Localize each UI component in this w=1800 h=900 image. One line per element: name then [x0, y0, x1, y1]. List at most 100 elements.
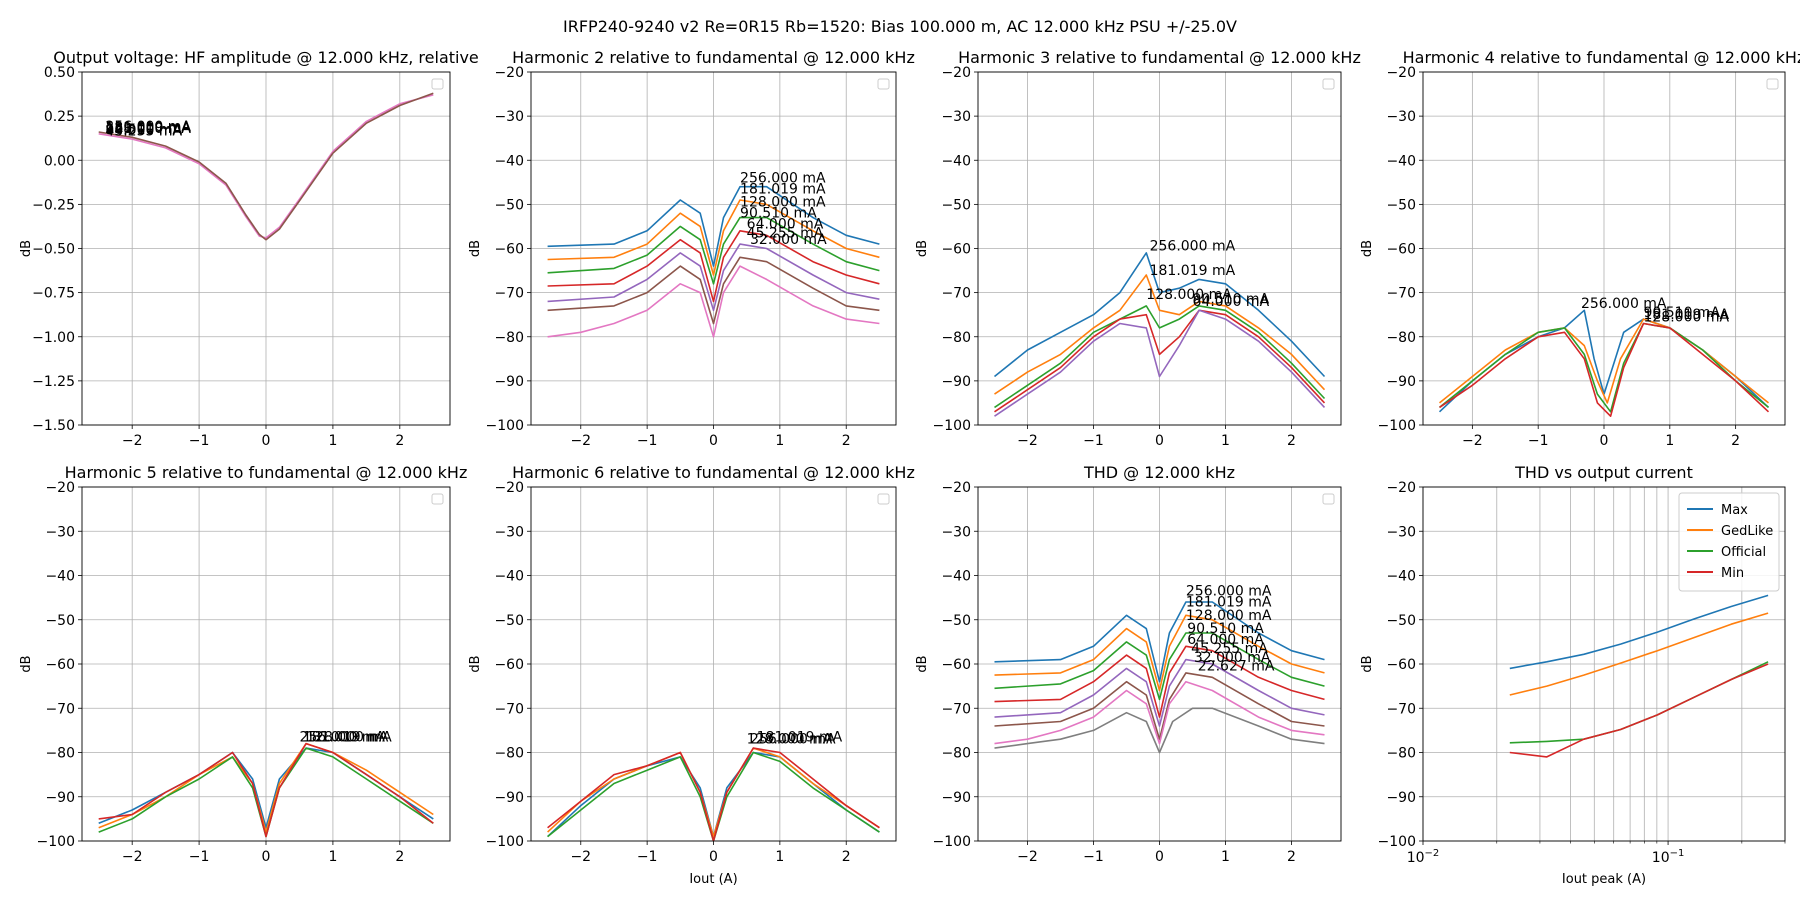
series-group: [98, 742, 434, 838]
y-tick-label: −100: [933, 418, 971, 434]
series-line-3: [98, 742, 434, 838]
panel-p1: −100 −90 −80 −70 −60 −50 −40 −30 −20 −2 −1 0 1 2 256.0…: [468, 48, 915, 449]
data-annotation: 45.255 mA: [105, 124, 182, 140]
series-line-3: [547, 230, 880, 303]
data-annotation: 22.627 mA: [1198, 659, 1275, 675]
y-tick-label: −40: [45, 569, 75, 585]
legend-entry: GedLike: [1721, 524, 1773, 539]
series-group: [1509, 594, 1769, 758]
y-tick-label: −90: [941, 374, 971, 390]
y-tick-label: −80: [494, 330, 524, 346]
x-tick-label: −1: [1083, 849, 1104, 865]
y-axis-label: dB: [1360, 655, 1375, 672]
data-annotation: 181.019 mA: [303, 729, 389, 745]
panel-title: Harmonic 3 relative to fundamental @ 12.…: [958, 48, 1361, 67]
x-tick-label: 2: [395, 433, 404, 449]
data-annotation: 181.019 mA: [1643, 307, 1729, 323]
y-tick-label: −20: [941, 65, 971, 81]
y-tick-label: −90: [941, 790, 971, 806]
x-tick-label: −1: [189, 849, 210, 865]
y-tick-label: −90: [494, 790, 524, 806]
data-annotation: 181.019 mA: [757, 729, 843, 745]
y-axis-label: dB: [468, 240, 483, 257]
y-tick-label: −60: [45, 657, 75, 673]
y-tick-label: −100: [486, 834, 524, 850]
x-tick-label: −2: [1017, 433, 1038, 449]
data-annotation: 256.000 mA: [740, 170, 826, 186]
y-tick-label: −50: [494, 197, 524, 213]
panel-title: Harmonic 5 relative to fundamental @ 12.…: [65, 463, 468, 482]
y-tick-label: −60: [494, 242, 524, 258]
data-annotation: 256.000 mA: [750, 732, 836, 748]
data-annotation: 90.510 mA: [1187, 621, 1264, 637]
panel-p7: −100 −90 −80 −70 −60 −50 −40 −30 −20 10−2 10−1 THD …: [1360, 463, 1786, 887]
legend-entry: Official: [1721, 545, 1766, 560]
axes-frame: [530, 486, 897, 842]
y-tick-label: −70: [1386, 701, 1416, 717]
y-tick-label: −40: [1386, 153, 1416, 169]
series-line-3: [994, 645, 1325, 718]
axes-frame: [977, 71, 1342, 426]
panel-p3: −100 −90 −80 −70 −60 −50 −40 −30 −20 −2 −1 0 1 2 256.0…: [1360, 48, 1800, 449]
data-annotation: 128.000 mA: [747, 732, 833, 748]
y-tick-label: −40: [1386, 569, 1416, 585]
y-tick-label: −70: [941, 286, 971, 302]
x-tick-label: 2: [842, 433, 851, 449]
x-tick-label: 2: [395, 849, 404, 865]
y-tick-label: −60: [941, 657, 971, 673]
y-tick-label: −80: [1386, 746, 1416, 762]
x-tick-label: 1: [775, 433, 784, 449]
x-tick-label: −2: [122, 849, 143, 865]
x-tick-label: −2: [570, 433, 591, 449]
empty-legend-box: [431, 78, 444, 90]
y-tick-label: −50: [45, 613, 75, 629]
y-tick-label: −30: [941, 524, 971, 540]
series-line-4: [994, 658, 1325, 727]
series-group: [1438, 309, 1770, 417]
series-group: [994, 601, 1325, 754]
data-annotation: 256.000 mA: [1150, 239, 1236, 255]
y-tick-label: −80: [941, 330, 971, 346]
y-tick-label: −90: [1386, 790, 1416, 806]
x-axis-label: Iout (A): [689, 872, 737, 887]
panel-title: Harmonic 4 relative to fundamental @ 12.…: [1403, 48, 1800, 67]
data-annotation: 32.000 mA: [1194, 650, 1271, 666]
panel-title: THD vs output current: [1514, 463, 1693, 482]
y-tick-label: −60: [494, 657, 524, 673]
series-line-4: [994, 309, 1326, 417]
x-tick-label: −1: [637, 849, 658, 865]
y-tick-label: −100: [1378, 418, 1416, 434]
series-line-0: [993, 252, 1326, 378]
y-tick-label: −50: [941, 197, 971, 213]
x-tick-label: 2: [1287, 433, 1296, 449]
x-tick-label: 1: [1221, 849, 1230, 865]
y-tick-label: −30: [941, 109, 971, 125]
x-tick-label: 1: [328, 433, 337, 449]
series-line-0: [1509, 594, 1769, 670]
y-tick-label: −1.25: [32, 374, 75, 390]
series-line-3: [1509, 663, 1769, 758]
y-tick-label: −60: [1386, 242, 1416, 258]
y-tick-label: 0.25: [44, 109, 75, 125]
empty-legend-box: [877, 78, 890, 90]
series-line-1: [1509, 612, 1769, 696]
empty-legend-box: [1322, 493, 1335, 505]
data-annotation: 64.000 mA: [747, 217, 824, 233]
y-tick-label: −30: [494, 524, 524, 540]
y-tick-label: −70: [1386, 286, 1416, 302]
empty-legend-box: [1766, 78, 1779, 90]
panel-title: Harmonic 2 relative to fundamental @ 12.…: [512, 48, 915, 67]
legend-box: [1678, 492, 1780, 592]
data-annotation: 181.019 mA: [1150, 263, 1236, 279]
data-annotation: 181.019 mA: [105, 120, 191, 136]
series-line-2: [994, 305, 1326, 409]
series-line-6: [994, 680, 1325, 745]
series-line-3: [547, 747, 880, 841]
panel-p0: −1.50 −1.25 −1.00 −0.75 −0.50 −0.25 0.00 0.25 0.…: [19, 48, 479, 449]
series-line-1: [98, 92, 434, 241]
y-tick-label: −20: [45, 480, 75, 496]
data-annotation: 128.000 mA: [1186, 608, 1272, 624]
y-tick-label: −60: [941, 242, 971, 258]
data-annotation: 128.000 mA: [306, 729, 392, 745]
y-tick-label: −50: [1386, 197, 1416, 213]
